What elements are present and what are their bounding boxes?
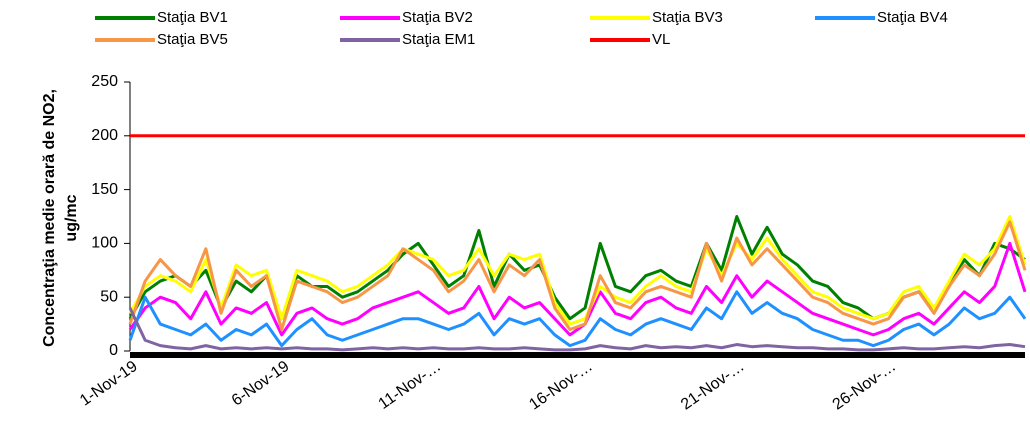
y-tick-label: 150	[91, 181, 118, 198]
series-line	[128, 290, 1027, 348]
y-tick-label: 100	[91, 235, 118, 252]
x-tick-label: 11-Nov-…	[376, 358, 445, 413]
x-tick-label: 26-Nov-…	[830, 358, 899, 414]
legend-label: VL	[652, 31, 670, 48]
y-axis-label: Concentraţia medie orară de NO2,	[41, 89, 58, 347]
y-tick-label: 0	[109, 342, 118, 359]
x-tick-label: 21-Nov-…	[678, 358, 747, 414]
y-tick-label: 200	[91, 127, 118, 144]
legend-label: Staţia BV4	[877, 9, 948, 26]
series-line	[128, 307, 1026, 352]
series-line	[128, 215, 1027, 326]
legend-label: Staţia BV1	[157, 9, 228, 26]
series-line	[128, 241, 1027, 337]
legend-label: Staţia EM1	[402, 31, 475, 48]
x-tick-label: 1-Nov-19	[77, 358, 141, 410]
legend-label: Staţia BV2	[402, 9, 473, 26]
x-tick-label: 6-Nov-19	[229, 358, 293, 410]
y-axis-label: ug/mc	[63, 194, 80, 241]
x-tick-label: 16-Nov-…	[526, 358, 595, 414]
y-tick-label: 50	[100, 288, 118, 305]
y-tick-label: 250	[91, 73, 118, 90]
legend-label: Staţia BV5	[157, 31, 228, 48]
series-line	[128, 220, 1027, 331]
legend-label: Staţia BV3	[652, 9, 723, 26]
